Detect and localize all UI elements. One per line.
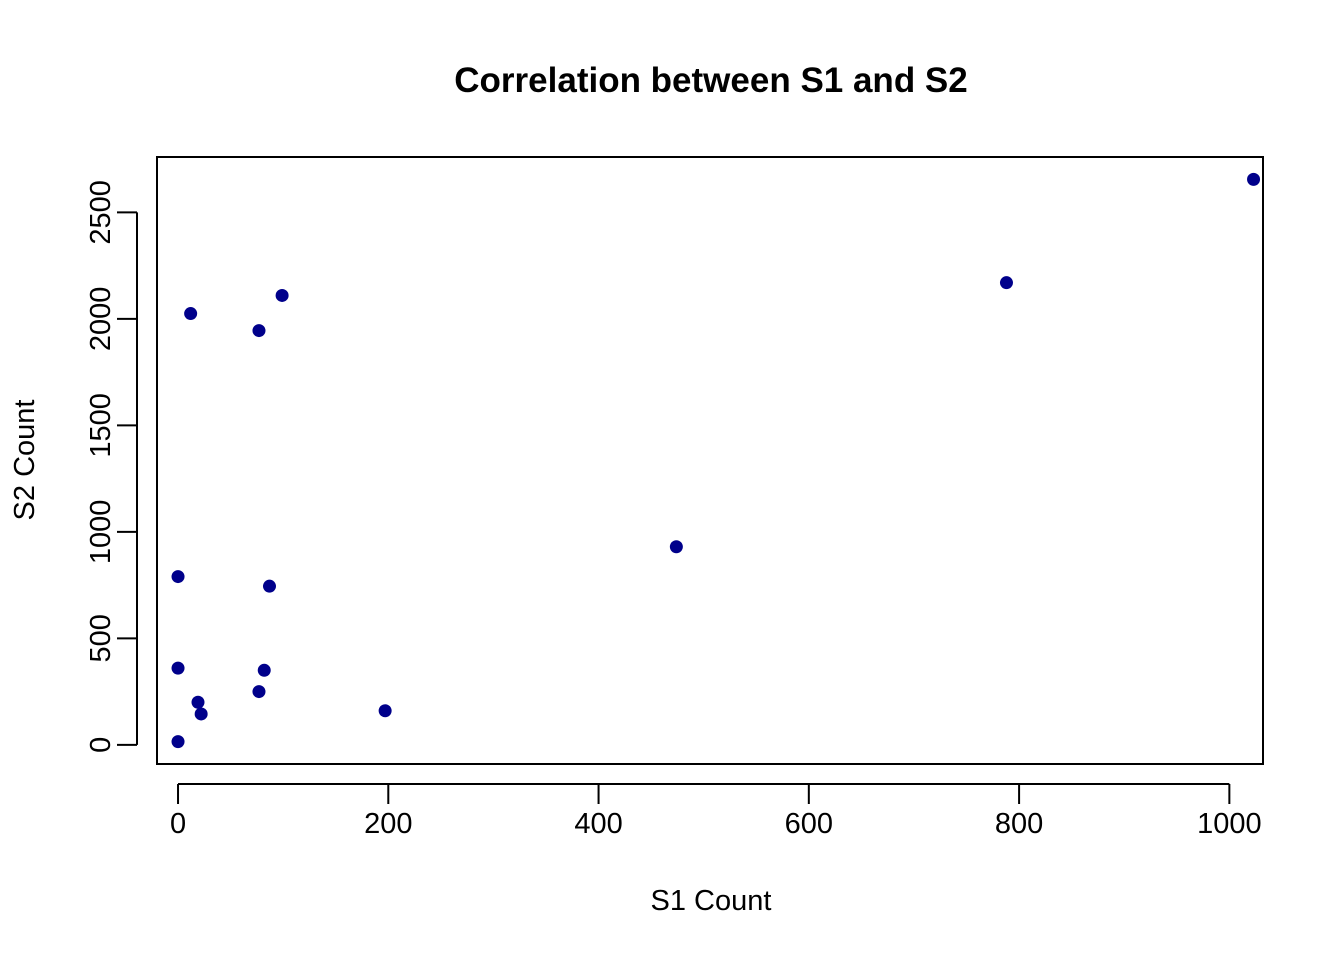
y-tick-label: 500 xyxy=(85,614,117,662)
plot-area-box xyxy=(156,156,1264,765)
data-point xyxy=(669,540,683,554)
data-point xyxy=(184,307,198,321)
y-axis-label: S2 Count xyxy=(9,400,41,521)
data-points xyxy=(171,172,1261,749)
x-tick-label: 400 xyxy=(574,808,622,840)
data-point xyxy=(252,324,266,338)
chart-title: Correlation between S1 and S2 xyxy=(454,61,967,100)
y-tick-label: 2000 xyxy=(85,287,117,352)
data-point xyxy=(378,704,392,718)
x-tick-label: 800 xyxy=(995,808,1043,840)
y-tick-label: 1000 xyxy=(85,500,117,565)
y-tick-label: 2500 xyxy=(85,180,117,245)
data-point xyxy=(275,288,289,302)
data-point xyxy=(257,663,271,677)
data-point xyxy=(1247,172,1261,186)
x-tick-label: 1000 xyxy=(1197,808,1262,840)
data-point xyxy=(171,735,185,749)
data-point xyxy=(999,276,1013,290)
x-axis-label: S1 Count xyxy=(651,885,772,917)
data-point xyxy=(252,685,266,699)
x-tick-label: 0 xyxy=(170,808,186,840)
data-point xyxy=(262,579,276,593)
data-point xyxy=(191,695,205,709)
data-point xyxy=(171,570,185,584)
data-point xyxy=(171,661,185,675)
y-axis: 0 500 1000 1500 2000 2500 xyxy=(85,180,138,753)
x-tick-label: 200 xyxy=(364,808,412,840)
y-tick-label: 1500 xyxy=(85,393,117,458)
x-axis: 0 200 400 600 800 1000 xyxy=(170,783,1262,840)
x-tick-label: 600 xyxy=(785,808,833,840)
data-point xyxy=(194,707,208,721)
y-tick-label: 0 xyxy=(85,737,117,753)
